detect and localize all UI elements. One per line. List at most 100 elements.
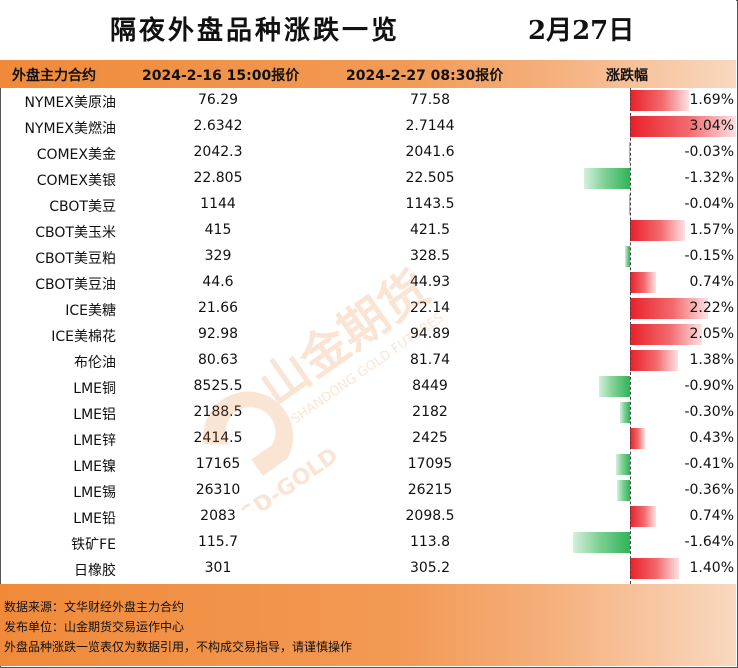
change-pct: 1.57% [689,222,734,238]
change-pct: -0.03% [684,144,734,160]
price-before: 22.805 [193,170,243,186]
title-bar: 隔夜外盘品种涨跌一览 2月27日 [0,0,736,61]
price-after: 421.5 [409,222,451,238]
table-row: LME锡 26310 26215 -0.36% [0,478,736,504]
header-change: 涨跌幅 [606,68,648,84]
change-bar [630,220,685,241]
price-after: 305.2 [409,560,451,576]
footer: 数据来源：文华财经外盘主力合约 发布单位：山金期货交易运作中心 外盘品种涨跌一览… [0,584,736,666]
contract-name: CBOT美豆粕 [35,251,116,267]
table-row: ICE美棉花 92.98 94.89 2.05% [0,322,736,348]
price-before: 76.29 [197,92,239,108]
contract-name: 布伦油 [74,355,116,371]
table-row: ICE美糖 21.66 22.14 2.22% [0,296,736,322]
table-row: 铁矿FE 115.7 113.8 -1.64% [0,530,736,556]
price-after: 1143.5 [405,196,455,212]
price-before: 115.7 [197,534,239,550]
price-before: 92.98 [197,326,239,342]
change-pct: -1.64% [684,534,734,550]
header-contract: 外盘主力合约 [12,68,96,84]
change-bar [630,298,708,319]
contract-name: NYMEX美原油 [24,95,116,111]
header-price-2: 2024-2-27 08:30报价 [346,68,504,84]
change-pct: -0.15% [684,248,734,264]
page-date: 2月27日 [528,16,635,46]
contract-name: LME镍 [73,459,116,475]
change-pct: -0.30% [684,404,734,420]
change-bar [628,142,630,163]
price-after: 2041.6 [405,144,455,160]
table-row: 日橡胶 301 305.2 1.40% [0,556,736,582]
table-row: COMEX美金 2042.3 2041.6 -0.03% [0,140,736,166]
price-before: 17165 [195,456,241,472]
change-pct: 1.69% [689,92,734,108]
contract-name: LME锌 [73,433,116,449]
table-row: LME铜 8525.5 8449 -0.90% [0,374,736,400]
price-after: 17095 [407,456,453,472]
price-before: 2.6342 [193,118,243,134]
change-pct: -0.04% [684,196,734,212]
price-after: 2.7144 [405,118,455,134]
header-price-1: 2024-2-16 15:00报价 [142,68,300,84]
change-bar [630,324,702,345]
change-bar [583,168,630,189]
contract-name: 日橡胶 [74,563,116,579]
price-after: 44.93 [409,274,451,290]
price-after: 22.505 [405,170,455,186]
change-bar [628,194,630,215]
price-before: 2042.3 [193,144,243,160]
table-row: LME锌 2414.5 2425 0.43% [0,426,736,452]
contract-name: 铁矿FE [71,537,116,553]
change-bar [572,532,630,553]
price-before: 80.63 [197,352,239,368]
change-bar [630,272,656,293]
price-after: 22.14 [409,300,451,316]
change-bar [615,454,630,475]
change-pct: 2.22% [689,300,734,316]
change-bar [630,350,679,371]
table-body: NYMEX美原油 76.29 77.58 1.69% NYMEX美燃油 2.6342 2.7… [0,88,737,584]
price-after: 2098.5 [405,508,455,524]
table-header: 外盘主力合约 2024-2-16 15:00报价 2024-2-27 08:30… [0,60,736,88]
change-bar [630,428,646,449]
price-after: 94.89 [409,326,451,342]
change-pct: 2.05% [689,326,734,342]
price-before: 2083 [200,508,236,524]
change-pct: -0.41% [684,456,734,472]
table-row: CBOT美豆油 44.6 44.93 0.74% [0,270,736,296]
change-pct: -1.32% [684,170,734,186]
price-before: 2188.5 [193,404,243,420]
contract-name: COMEX美银 [36,173,116,189]
change-pct: 1.38% [689,352,734,368]
change-pct: 1.40% [689,560,734,576]
table-row: LME铅 2083 2098.5 0.74% [0,504,736,530]
zero-axis [630,88,631,584]
price-before: 329 [204,248,232,264]
contract-name: NYMEX美燃油 [24,121,116,137]
change-pct: -0.90% [684,378,734,394]
price-after: 8449 [412,378,448,394]
change-bar [630,90,690,111]
change-pct: 0.74% [689,508,734,524]
contract-name: ICE美糖 [65,303,116,319]
contract-name: CBOT美豆油 [35,277,116,293]
table-row: CBOT美豆 1144 1143.5 -0.04% [0,192,736,218]
price-before: 301 [204,560,232,576]
page-title: 隔夜外盘品种涨跌一览 [110,16,401,46]
table-row: NYMEX美原油 76.29 77.58 1.69% [0,88,736,114]
contract-name: CBOT美玉米 [35,225,116,241]
price-before: 415 [204,222,232,238]
change-pct: -0.36% [684,482,734,498]
footer-source: 数据来源：文华财经外盘主力合约 [4,600,185,614]
table-row: LME镍 17165 17095 -0.41% [0,452,736,478]
table-row: 布伦油 80.63 81.74 1.38% [0,348,736,374]
change-bar [630,116,737,137]
table-row: COMEX美银 22.805 22.505 -1.32% [0,166,736,192]
price-before: 2414.5 [193,430,243,446]
price-before: 8525.5 [193,378,243,394]
price-before: 44.6 [202,274,234,290]
price-after: 26215 [407,482,453,498]
price-after: 328.5 [409,248,451,264]
footer-publisher: 发布单位：山金期货交易运作中心 [4,620,185,634]
price-after: 77.58 [409,92,451,108]
